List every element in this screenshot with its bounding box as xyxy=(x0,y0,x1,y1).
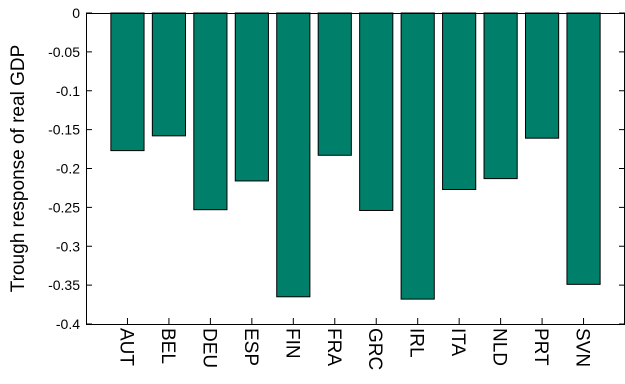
x-tick-label-bel: BEL xyxy=(157,328,178,364)
bar-ita xyxy=(442,12,477,190)
bar-esp xyxy=(234,12,269,182)
y-axis-label: Trough response of real GDP xyxy=(8,45,29,292)
y-tick-label: -0.05 xyxy=(48,44,80,60)
x-tick-label-nld: NLD xyxy=(489,328,510,366)
bar-prt xyxy=(524,12,560,139)
bar-irl xyxy=(400,12,435,300)
bars-layer xyxy=(110,12,601,300)
x-tick-label-deu: DEU xyxy=(198,328,219,368)
y-axis: 0 -0.05 -0.1 -0.15 -0.2 -0.25 -0.3 -0.35 -0.4 xyxy=(48,5,625,332)
bar-svn xyxy=(566,12,601,285)
x-tick-label-irl: IRL xyxy=(406,328,427,358)
x-tick-label-fin: FIN xyxy=(281,328,302,359)
y-tick-label: 0 xyxy=(72,5,80,21)
bar-fra xyxy=(317,12,352,156)
y-tick-label: -0.25 xyxy=(48,199,80,215)
y-tick-label: -0.4 xyxy=(56,316,80,332)
bar-nld xyxy=(483,12,518,180)
bar-grc xyxy=(359,12,394,211)
bar-aut xyxy=(110,12,145,152)
x-axis: AUT BEL DEU ESP FIN FRA GRC IRL ITA NLD PRT SVN xyxy=(115,318,593,370)
x-tick-label-grc: GRC xyxy=(364,328,385,370)
x-tick-label-svn: SVN xyxy=(572,328,593,367)
x-tick-label-aut: AUT xyxy=(115,328,136,366)
x-tick-label-fra: FRA xyxy=(323,328,344,366)
y-tick-label: -0.1 xyxy=(56,83,80,99)
y-tick-label: -0.15 xyxy=(48,122,80,138)
y-tick-label: -0.35 xyxy=(48,277,80,293)
x-tick-label-prt: PRT xyxy=(530,328,551,366)
bar-deu xyxy=(193,12,228,211)
x-tick-label-esp: ESP xyxy=(240,328,261,366)
bar-bel xyxy=(151,12,187,137)
x-tick-label-ita: ITA xyxy=(447,328,468,356)
bar-fin xyxy=(276,12,311,298)
y-tick-label: -0.3 xyxy=(56,238,80,254)
y-tick-label: -0.2 xyxy=(56,161,80,177)
